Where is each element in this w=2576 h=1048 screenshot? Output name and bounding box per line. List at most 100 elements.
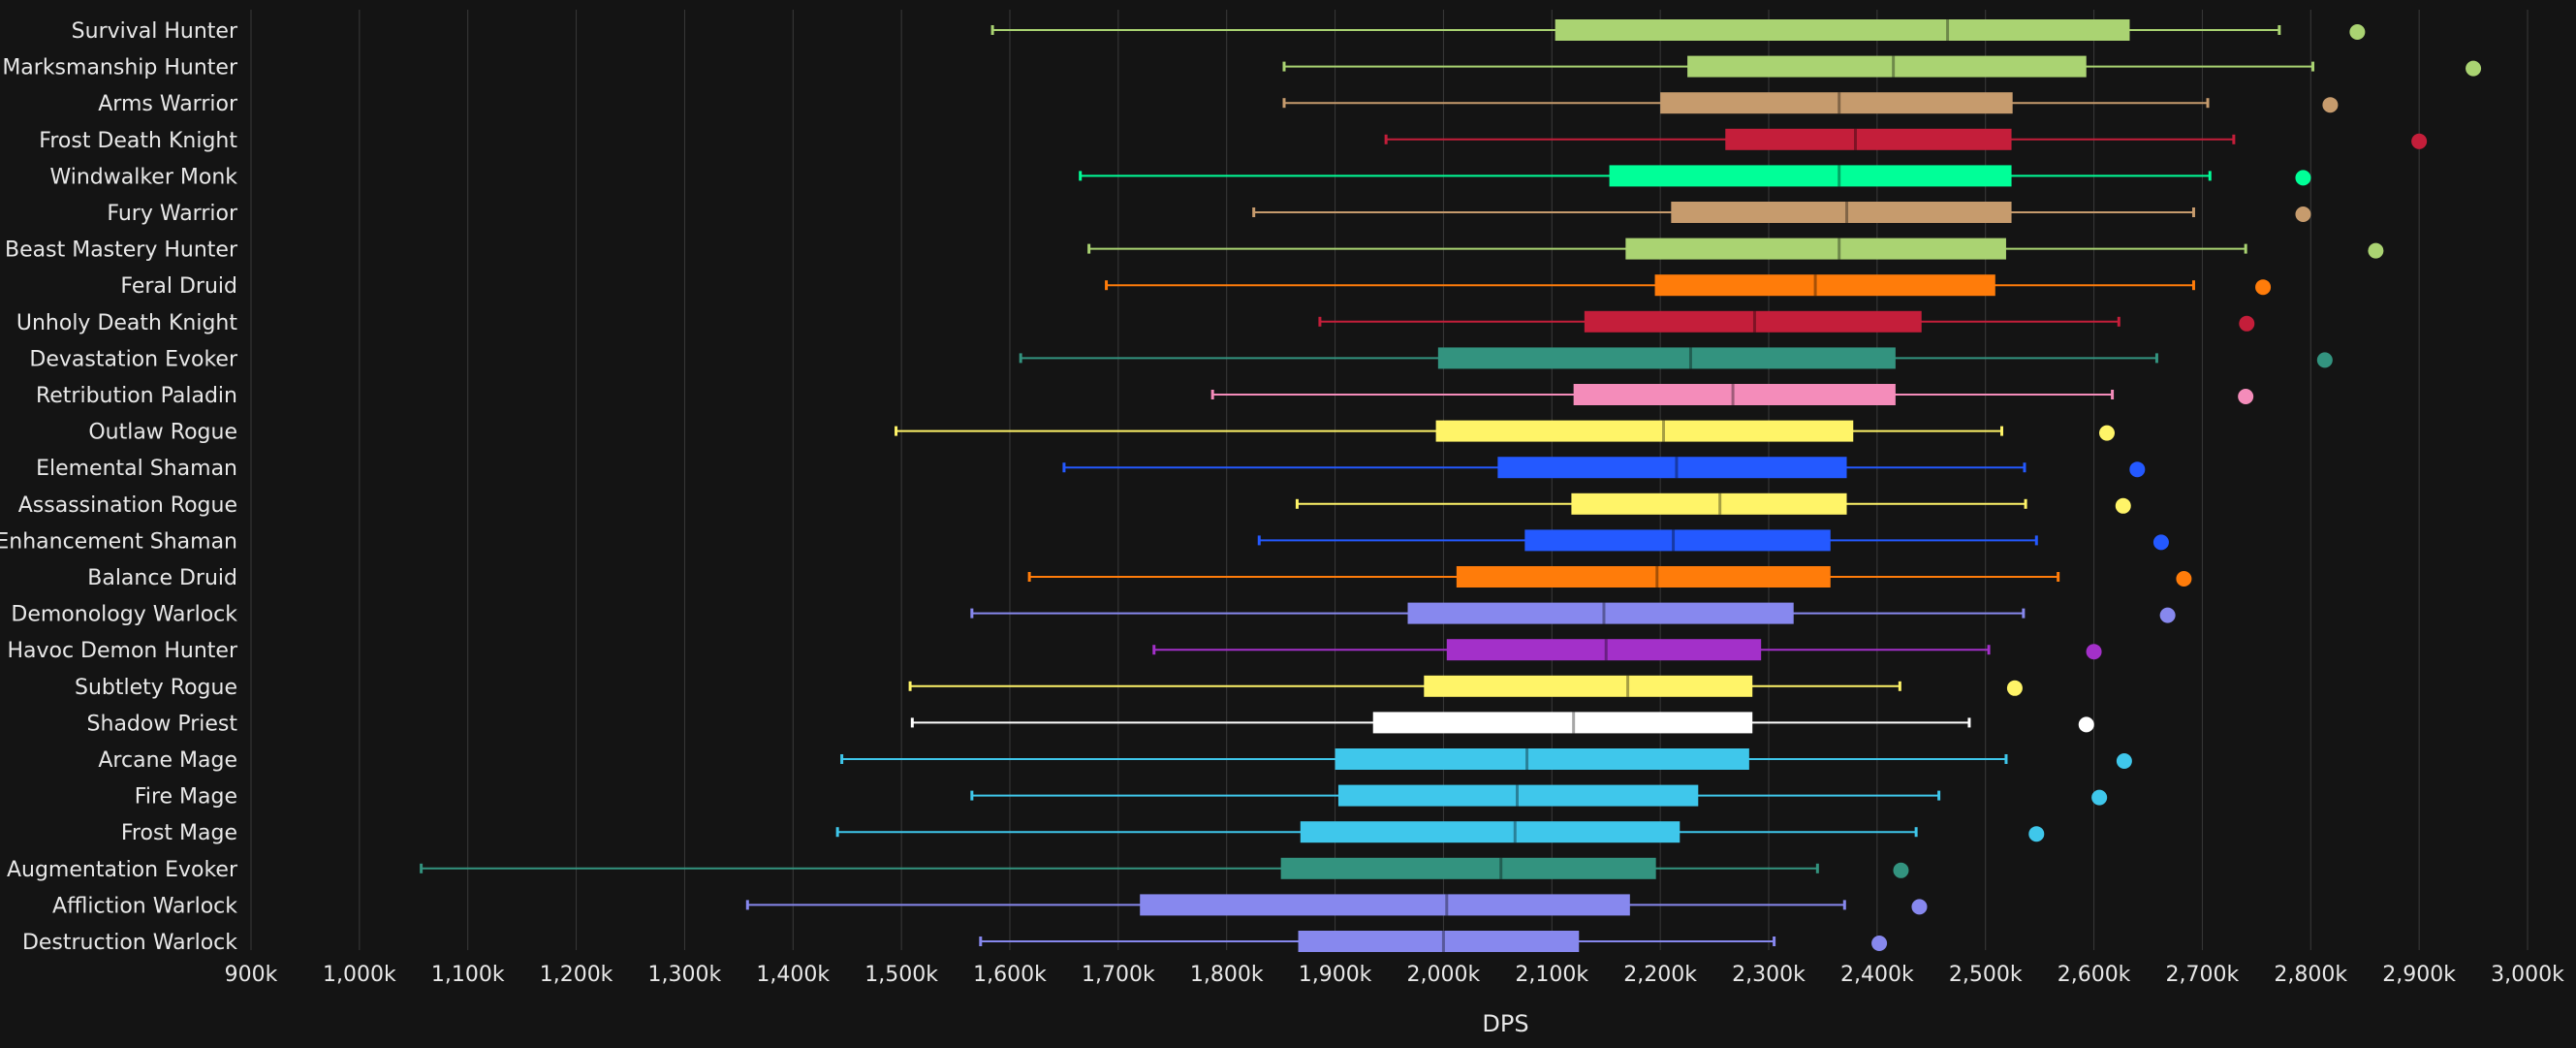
- category-label: Arcane Mage: [98, 748, 237, 773]
- category-label: Retribution Paladin: [36, 384, 237, 408]
- outlier-point: [1911, 899, 1928, 915]
- box-item: [908, 675, 2023, 697]
- category-label: Augmentation Evoker: [7, 858, 238, 882]
- box-item: [1318, 310, 2255, 333]
- x-tick-label: 1,100k: [431, 963, 505, 987]
- box-iqr: [1584, 310, 1922, 333]
- box-series: [420, 19, 2482, 952]
- box-iqr: [1280, 857, 1656, 879]
- category-label: Destruction Warlock: [22, 931, 237, 955]
- category-label: Assassination Rogue: [18, 493, 237, 518]
- x-tick-label: 1,900k: [1299, 963, 1372, 987]
- x-tick-label: 2,600k: [2058, 963, 2131, 987]
- box-item: [420, 857, 1909, 879]
- box-item: [1384, 128, 2428, 150]
- x-tick-label: 2,900k: [2382, 963, 2456, 987]
- category-label: Balance Druid: [87, 566, 237, 590]
- x-tick-label: 1,000k: [323, 963, 396, 987]
- category-label: Havoc Demon Hunter: [7, 639, 237, 663]
- category-label: Subtlety Rogue: [75, 676, 237, 700]
- category-label: Demonology Warlock: [11, 603, 237, 627]
- outlier-point: [2098, 425, 2115, 441]
- box-item: [1282, 92, 2339, 114]
- box-iqr: [1300, 821, 1681, 843]
- outlier-point: [2368, 242, 2384, 259]
- box-iqr: [1437, 347, 1896, 369]
- x-tick-label: 2,500k: [1949, 963, 2023, 987]
- outlier-point: [2086, 644, 2102, 660]
- box-item: [910, 712, 2094, 734]
- box-iqr: [1407, 602, 1794, 624]
- outlier-point: [2295, 170, 2311, 186]
- box-iqr: [1725, 128, 2012, 150]
- x-tick-label: 2,400k: [1840, 963, 1914, 987]
- box-iqr: [1609, 165, 2012, 187]
- outlier-point: [2349, 24, 2366, 40]
- box-iqr: [1497, 457, 1847, 479]
- box-item: [1252, 202, 2311, 223]
- box-item: [745, 894, 1928, 916]
- box-item: [1019, 347, 2333, 369]
- x-tick-label: 1,700k: [1082, 963, 1155, 987]
- category-label: Shadow Priest: [87, 712, 238, 736]
- box-item: [835, 821, 2045, 843]
- outlier-point: [2322, 97, 2339, 113]
- category-label: Survival Hunter: [72, 19, 238, 44]
- box-item: [895, 420, 2115, 442]
- box-item: [1295, 492, 2131, 515]
- category-label: Feral Druid: [120, 274, 237, 299]
- x-axis-ticks: 900k 1,000k 1,100k 1,200k 1,300k 1,400k 1,500k…: [225, 963, 2564, 987]
- outlier-point: [2129, 461, 2146, 478]
- category-label: Frost Death Knight: [39, 129, 237, 153]
- x-tick-label: 2,000k: [1407, 963, 1481, 987]
- box-iqr: [1435, 420, 1854, 442]
- outlier-point: [2255, 279, 2272, 296]
- category-labels: Survival Hunter Marksmanship Hunter Arms W…: [0, 19, 238, 955]
- category-label: Fire Mage: [135, 785, 237, 810]
- box-iqr: [1424, 675, 1753, 697]
- x-tick-label: 1,500k: [864, 963, 938, 987]
- outlier-point: [2116, 753, 2132, 769]
- x-tick-label: 3,000k: [2491, 963, 2564, 987]
- outlier-point: [2295, 206, 2311, 222]
- category-label: Enhancement Shaman: [0, 529, 237, 554]
- outlier-point: [2466, 60, 2482, 77]
- outlier-point: [2316, 352, 2333, 368]
- box-iqr: [1524, 529, 1831, 552]
- x-tick-label: 1,300k: [648, 963, 722, 987]
- box-iqr: [1687, 55, 2087, 78]
- outlier-point: [2239, 315, 2255, 332]
- box-iqr: [1456, 566, 1831, 588]
- x-tick-label: 900k: [225, 963, 278, 987]
- box-iqr: [1654, 274, 1995, 297]
- box-item: [979, 931, 1888, 952]
- outlier-point: [2115, 497, 2131, 514]
- outlier-point: [2078, 716, 2094, 733]
- box-iqr: [1671, 202, 2012, 223]
- box-iqr: [1337, 784, 1699, 807]
- box-item: [1105, 274, 2272, 297]
- outlier-point: [2176, 571, 2192, 587]
- category-label: Outlaw Rogue: [88, 421, 237, 445]
- x-tick-label: 2,100k: [1515, 963, 1588, 987]
- box-iqr: [1372, 712, 1753, 734]
- category-label: Marksmanship Hunter: [2, 56, 238, 80]
- category-label: Affliction Warlock: [52, 894, 237, 918]
- box-iqr: [1660, 92, 2013, 114]
- category-label: Windwalker Monk: [49, 165, 237, 189]
- box-item: [1257, 529, 2169, 552]
- box-item: [1062, 457, 2146, 479]
- x-axis-title: DPS: [1482, 1010, 1528, 1037]
- category-label: Elemental Shaman: [36, 457, 237, 481]
- box-iqr: [1140, 894, 1630, 916]
- x-tick-label: 2,300k: [1732, 963, 1806, 987]
- box-item: [1087, 238, 2384, 260]
- outlier-point: [2238, 389, 2254, 404]
- box-item: [990, 19, 2366, 41]
- box-iqr: [1573, 384, 1896, 405]
- x-tick-label: 2,200k: [1623, 963, 1697, 987]
- category-label: Beast Mastery Hunter: [5, 238, 238, 263]
- box-iqr: [1555, 19, 2130, 41]
- category-label: Devastation Evoker: [29, 347, 238, 371]
